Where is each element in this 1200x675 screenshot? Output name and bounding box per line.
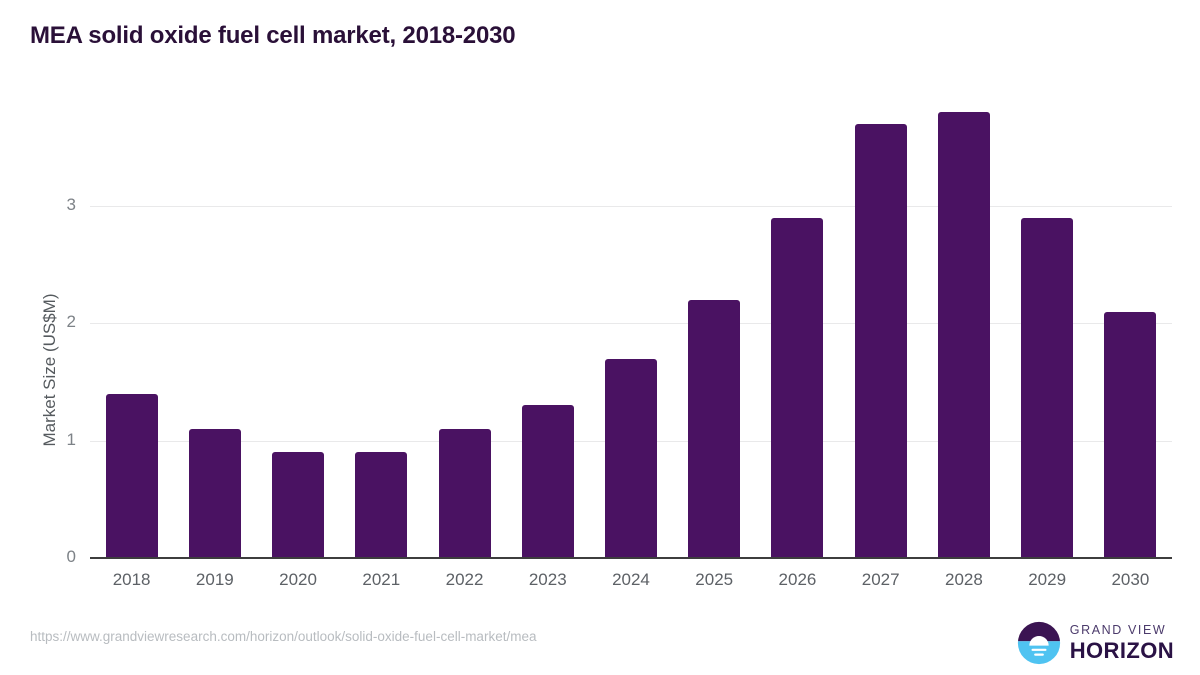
bar[interactable]: [355, 452, 408, 558]
x-axis-tick-label: 2022: [445, 570, 484, 589]
logo-line-grand-view: GRAND VIEW: [1069, 623, 1167, 638]
x-axis-tick-label: 2018: [112, 570, 151, 589]
bar[interactable]: [188, 428, 241, 558]
bar[interactable]: [272, 452, 325, 558]
x-axis-tick-label: 2029: [1028, 570, 1067, 589]
x-axis-tick-label: 2020: [279, 570, 317, 589]
bar[interactable]: [688, 299, 741, 558]
bar[interactable]: [605, 358, 657, 558]
x-axis-tick-label: 2021: [362, 570, 401, 589]
x-axis-tick-label: 2025: [695, 570, 734, 589]
x-axis-tick-label: 2026: [778, 570, 817, 589]
page-title: MEA solid oxide fuel cell market, 2018-2…: [30, 22, 516, 49]
x-axis-tick-label: 2024: [612, 570, 650, 589]
y-axis-tick-label: 0: [66, 547, 76, 566]
x-axis-tick-label: 2030: [1111, 570, 1150, 589]
bar[interactable]: [438, 428, 491, 558]
x-axis-tick-label: 2019: [195, 570, 234, 589]
bar[interactable]: [854, 123, 907, 558]
logo-text: GRAND VIEW HORIZON: [1070, 624, 1174, 662]
y-axis-tick-label: 2: [66, 312, 76, 332]
bar[interactable]: [771, 217, 824, 558]
bar[interactable]: [1104, 311, 1157, 558]
gridline: [90, 206, 1172, 207]
y-axis-tick-label: 3: [66, 195, 76, 214]
bar[interactable]: [105, 393, 158, 558]
horizon-logo-icon: [1017, 621, 1060, 665]
gridline: [90, 323, 1172, 325]
x-axis-tick-label: 2027: [861, 570, 900, 589]
x-axis-tick-label: 2028: [944, 570, 983, 589]
x-axis-line: [90, 557, 1172, 559]
source-url[interactable]: https://www.grandviewresearch.com/horizo…: [30, 629, 537, 644]
logo-line-horizon: HORIZON: [1069, 637, 1174, 663]
x-axis-tick-label: 2023: [528, 570, 567, 589]
y-axis-tick-label: 1: [66, 429, 76, 449]
bar[interactable]: [937, 112, 990, 558]
y-axis-title: Market Size (US$M): [40, 293, 59, 447]
bar[interactable]: [521, 405, 574, 558]
bar[interactable]: [1021, 217, 1074, 558]
grand-view-horizon-logo[interactable]: GRAND VIEW HORIZON: [1017, 620, 1174, 666]
